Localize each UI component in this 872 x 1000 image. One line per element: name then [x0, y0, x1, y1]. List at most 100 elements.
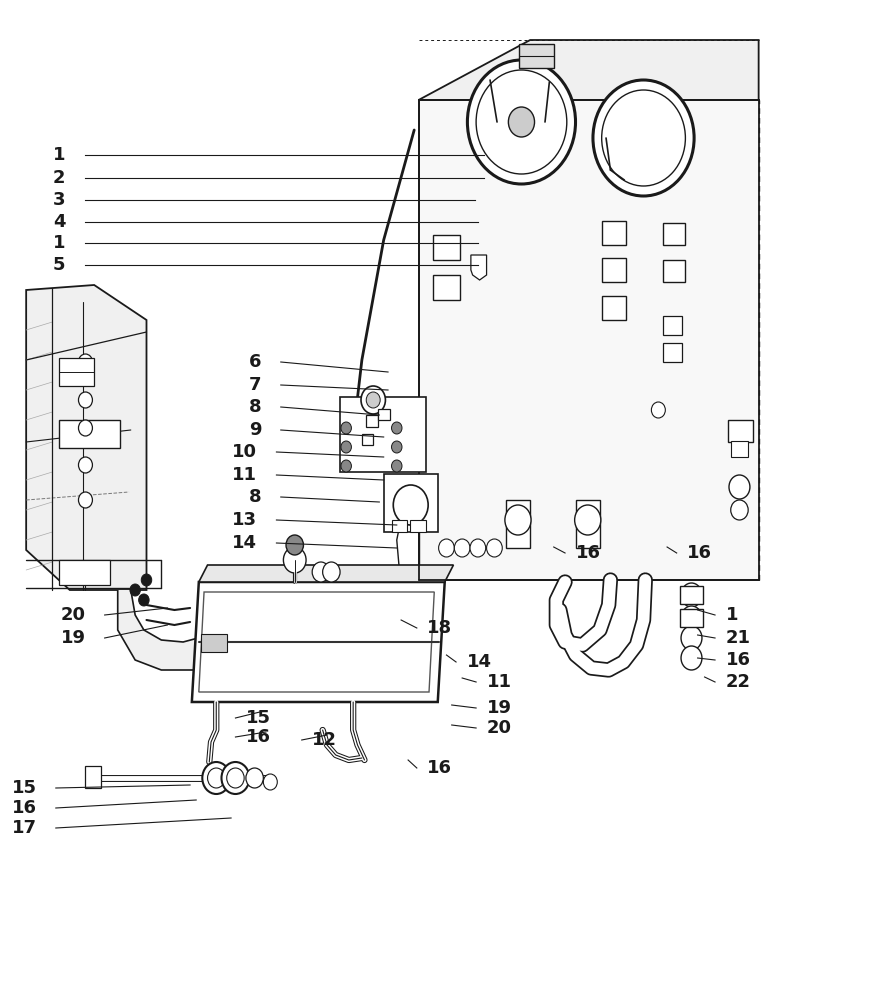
Circle shape [202, 762, 230, 794]
Circle shape [341, 441, 351, 453]
Text: 5: 5 [53, 256, 65, 274]
Bar [602, 221, 626, 245]
Text: 7: 7 [249, 376, 262, 394]
Circle shape [467, 60, 576, 184]
Circle shape [341, 422, 351, 434]
Circle shape [361, 386, 385, 414]
Bar [506, 500, 530, 548]
Circle shape [681, 583, 702, 607]
Circle shape [392, 441, 402, 453]
Circle shape [393, 485, 428, 525]
Bar [340, 397, 426, 472]
Text: 15: 15 [246, 709, 271, 727]
Circle shape [508, 107, 535, 137]
Circle shape [439, 539, 454, 557]
Circle shape [505, 505, 531, 535]
Bar [602, 258, 626, 282]
Text: 1: 1 [53, 146, 65, 164]
Text: 16: 16 [576, 544, 601, 562]
Text: 16: 16 [427, 759, 453, 777]
Text: 20: 20 [487, 719, 512, 737]
Polygon shape [26, 285, 146, 590]
Text: 1: 1 [726, 606, 738, 624]
Bar [59, 420, 120, 448]
Circle shape [651, 402, 665, 418]
Circle shape [286, 535, 303, 555]
Circle shape [476, 70, 567, 174]
Text: 14: 14 [467, 653, 492, 671]
Circle shape [681, 626, 702, 650]
Bar [728, 420, 753, 442]
Circle shape [341, 460, 351, 472]
PathPatch shape [118, 590, 244, 670]
Circle shape [78, 392, 92, 408]
Circle shape [681, 606, 702, 630]
Text: 16: 16 [11, 799, 37, 817]
Circle shape [78, 354, 92, 370]
Circle shape [575, 505, 601, 535]
Text: 6: 6 [249, 353, 262, 371]
Circle shape [681, 646, 702, 670]
Text: 13: 13 [232, 511, 257, 529]
Bar [663, 316, 682, 335]
Circle shape [263, 774, 277, 790]
Bar [362, 434, 373, 445]
Circle shape [729, 475, 750, 499]
Circle shape [392, 422, 402, 434]
Circle shape [731, 500, 748, 520]
Text: 16: 16 [246, 728, 271, 746]
Text: 4: 4 [53, 213, 65, 231]
Circle shape [78, 457, 92, 473]
Text: 12: 12 [312, 731, 337, 749]
Text: 16: 16 [687, 544, 712, 562]
Text: 9: 9 [249, 421, 262, 439]
Polygon shape [419, 100, 759, 580]
Bar [59, 560, 110, 585]
Bar [576, 500, 600, 548]
Circle shape [593, 80, 694, 196]
Bar [680, 586, 703, 604]
Bar [392, 520, 407, 532]
Text: 10: 10 [232, 443, 257, 461]
Bar [433, 235, 460, 260]
Circle shape [366, 392, 380, 408]
Bar [731, 441, 748, 457]
Circle shape [602, 90, 685, 186]
Text: 22: 22 [726, 673, 751, 691]
Text: 2: 2 [53, 169, 65, 187]
Bar [201, 634, 227, 652]
Bar [85, 766, 101, 788]
Circle shape [283, 547, 306, 573]
Text: 3: 3 [53, 191, 65, 209]
Text: 17: 17 [11, 819, 37, 837]
Bar [59, 358, 94, 386]
Bar [680, 609, 703, 627]
Text: 18: 18 [427, 619, 453, 637]
Bar [663, 223, 685, 245]
Polygon shape [199, 592, 434, 692]
Bar [519, 44, 554, 68]
Circle shape [141, 574, 152, 586]
Text: 8: 8 [249, 398, 262, 416]
Circle shape [392, 460, 402, 472]
Circle shape [78, 420, 92, 436]
Circle shape [246, 768, 263, 788]
Circle shape [470, 539, 486, 557]
Text: 11: 11 [232, 466, 257, 484]
Text: 16: 16 [726, 651, 751, 669]
Circle shape [139, 594, 149, 606]
Text: 15: 15 [11, 779, 37, 797]
Bar [433, 275, 460, 300]
Polygon shape [471, 255, 487, 280]
Circle shape [130, 584, 140, 596]
Circle shape [487, 539, 502, 557]
Circle shape [323, 562, 340, 582]
Bar [384, 474, 438, 532]
Polygon shape [199, 565, 453, 582]
Text: 20: 20 [60, 606, 85, 624]
Bar [663, 343, 682, 362]
Circle shape [454, 539, 470, 557]
Text: 21: 21 [726, 629, 751, 647]
Circle shape [221, 762, 249, 794]
Circle shape [312, 562, 330, 582]
